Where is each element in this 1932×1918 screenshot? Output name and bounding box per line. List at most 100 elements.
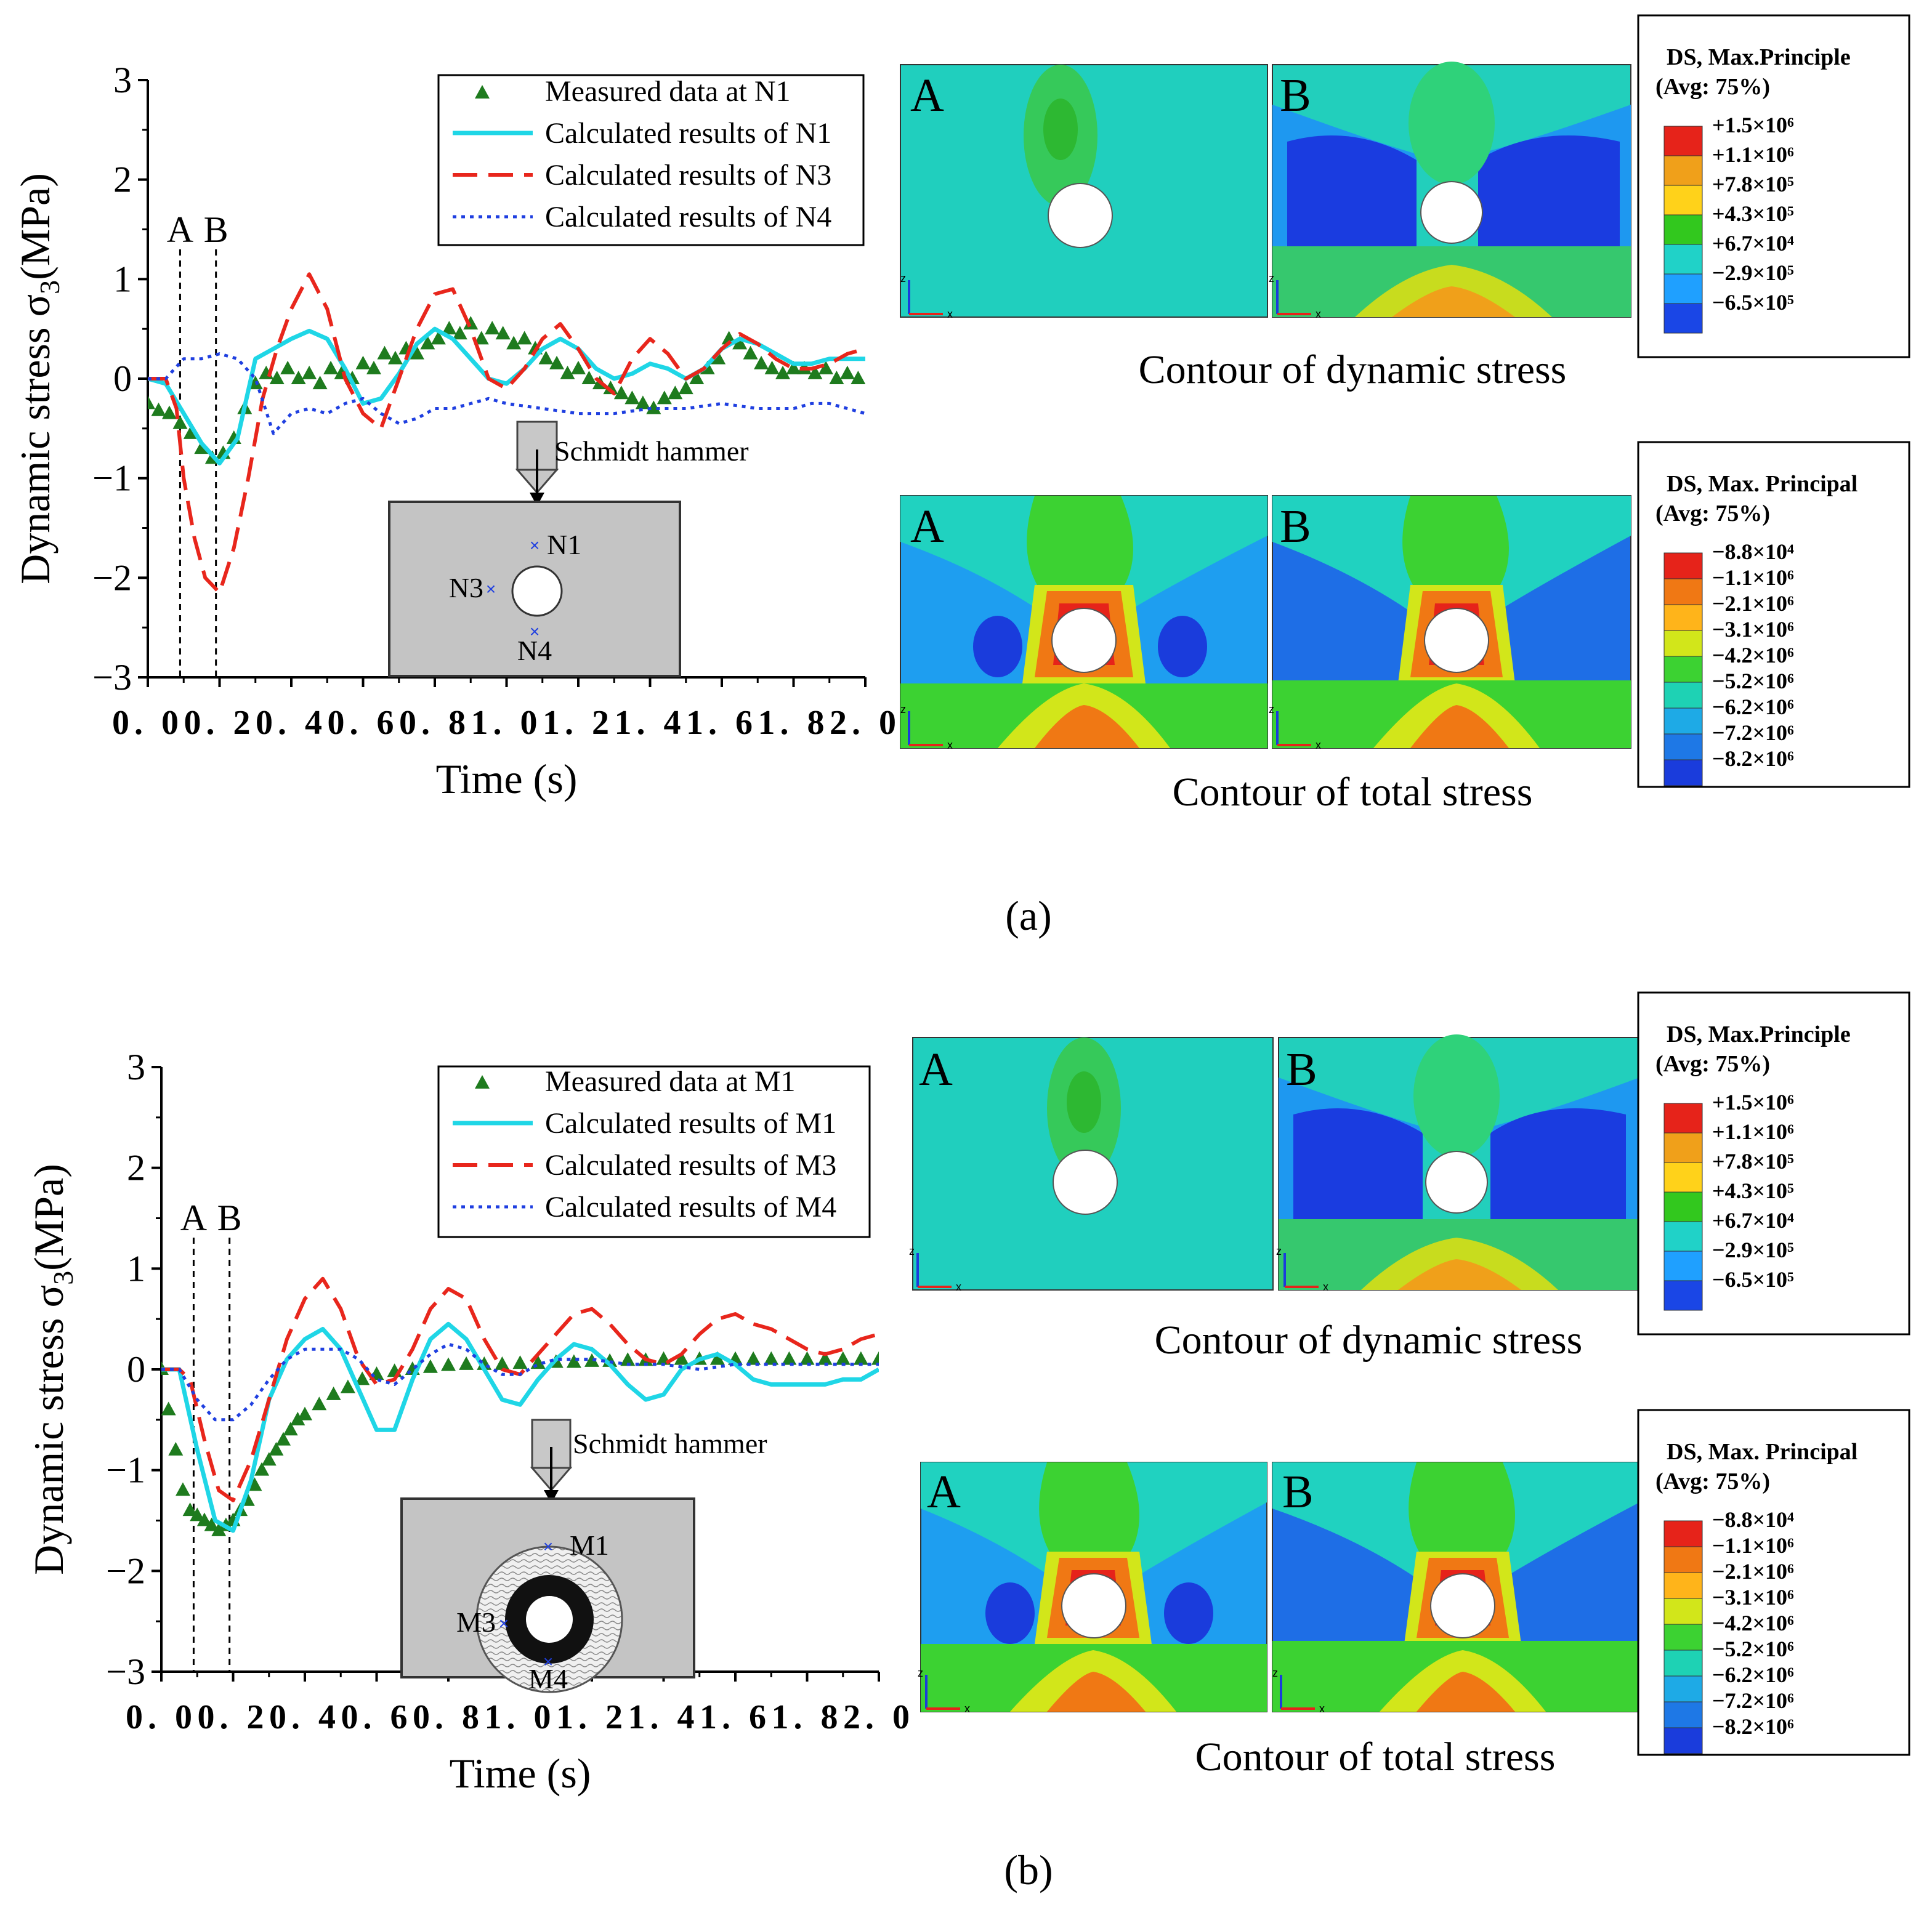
chart-b-ytick-label: −3 — [106, 1651, 145, 1692]
contour-a-dyn-legend-swatch — [1663, 214, 1703, 245]
contour-b-dyn-letter-B: B — [1286, 1044, 1317, 1095]
chart-b-series-0-point — [312, 1396, 327, 1411]
contour-b-total-A — [920, 1462, 1267, 1712]
chart-b-series-0-point — [196, 1512, 212, 1526]
chart-a-series-0-point — [829, 371, 844, 384]
chart-a-series-0-point — [409, 345, 424, 360]
chart-b-series-0-point — [422, 1359, 438, 1373]
contour-a-total-legend-swatch — [1663, 604, 1703, 631]
contour-b-total-legend-swatch — [1663, 1727, 1703, 1754]
chart-a-series-0-point — [764, 360, 780, 374]
contour-a-dyn-legend: DS, Max.Principle (Avg: 75%) +1.5×10⁶ +1.1×… — [1637, 14, 1910, 358]
chart-b-xtick-label: 2. 0 — [843, 1698, 911, 1736]
contour-b-total-legend-level: −8.2×10⁶ — [1712, 1714, 1794, 1739]
chart-b-inset-point-marker: × — [543, 1652, 553, 1671]
chart-b-marker-label-A: A — [180, 1198, 207, 1238]
contour-a-total-letter-A: A — [910, 501, 944, 552]
chart-a-series-0-point — [148, 395, 155, 409]
contour-a-dyn-legend-level: −6.5×10⁵ — [1712, 290, 1794, 315]
chart-a-series-0-point — [818, 360, 833, 374]
contour-b-total-legend-swatch — [1663, 1650, 1703, 1677]
chart-b-series-0-point — [441, 1357, 456, 1371]
chart-b-legend-label: Measured data at M1 — [545, 1065, 796, 1098]
contour-a-total-legend-subtitle: (Avg: 75%) — [1655, 501, 1770, 526]
contour-b-dyn-legend: DS, Max.Principle (Avg: 75%) +1.5×10⁶ +1.1×… — [1637, 991, 1910, 1336]
chart-a-series-0-point — [775, 365, 791, 379]
chart-b-ytick-label: −1 — [106, 1450, 145, 1491]
chart-a-series-0-point — [302, 365, 317, 379]
contour-a-total-letter-B: B — [1280, 501, 1311, 552]
contour-b-dyn-legend-swatch — [1663, 1162, 1703, 1193]
contour-b-total-legend-level: −8.8×10⁴ — [1712, 1507, 1794, 1532]
chart-b-series-0-point — [817, 1351, 833, 1365]
chart-a-inset-point-marker: × — [486, 579, 496, 598]
contour-b-dyn-legend-title: DS, Max.Principle — [1667, 1021, 1851, 1047]
contour-b-dyn-legend-level: +6.7×10⁴ — [1712, 1208, 1794, 1233]
chart-b-series-0-point — [853, 1351, 868, 1365]
chart-a-legend: Measured data at N1 Calculated results of… — [437, 74, 865, 246]
contour-b-dyn-B-axes-z-label: z — [1276, 1245, 1282, 1257]
chart-b-series-0-point — [175, 1482, 190, 1496]
contour-b-total-caption: Contour of total stress — [1195, 1735, 1556, 1779]
chart-b-inset-point-marker: × — [543, 1537, 553, 1556]
chart-a-series-0-point — [571, 360, 586, 374]
chart-a-ytick-label: −2 — [92, 557, 132, 598]
contour-b-total-legend-swatch — [1663, 1675, 1703, 1702]
chart-a-inset-point-label: N3 — [449, 572, 483, 603]
chart-a-series-0-point — [668, 385, 683, 400]
contour-a-dyn-legend-swatch — [1663, 244, 1703, 275]
chart-b-inset: Schmidt hammer× M1×M3×M4 — [400, 1419, 767, 1694]
chart-a-series-0-point — [172, 415, 188, 429]
contour-b-dyn-legend-swatch — [1663, 1103, 1703, 1134]
contour-a-total-B-axes-z-label: z — [1269, 703, 1274, 715]
chart-b-x-axis-title: Time (s) — [450, 1750, 591, 1797]
chart-a-legend-label: Calculated results of N1 — [545, 117, 831, 150]
chart-b-inset-point-label: M3 — [456, 1606, 496, 1638]
contour-a-total-legend-swatch — [1663, 552, 1703, 579]
contour-a-dyn-legend-level: +1.5×10⁶ — [1712, 113, 1794, 137]
contour-a-dyn-letter-B: B — [1280, 70, 1311, 121]
contour-b-total-legend-level: −2.1×10⁶ — [1712, 1559, 1794, 1584]
chart-a-inset-point-marker: × — [530, 536, 540, 555]
chart-b-xtick-label: 1. 2 — [556, 1698, 628, 1736]
contour-a-total-A — [900, 495, 1268, 749]
chart-b-xtick-label: 0. 6 — [341, 1698, 413, 1736]
contour-a-total-B-axes-x-label: x — [1316, 739, 1321, 751]
contour-b-dyn-B — [1278, 1034, 1640, 1291]
contour-b-dyn-A-axes: zx — [909, 1245, 961, 1293]
chart-b-series-0-point — [168, 1441, 184, 1456]
chart-b-series-2-line — [161, 1276, 879, 1502]
contour-a-total-legend-level: −5.2×10⁶ — [1712, 669, 1794, 693]
contour-a-dyn-B-axes-z-label: z — [1269, 272, 1274, 284]
chart-b-series-0-point — [459, 1356, 474, 1370]
chart-b-series-0-point — [355, 1371, 370, 1385]
chart-a-ytick-label: −1 — [92, 458, 132, 499]
contour-a-dyn-B-axes: zx — [1269, 272, 1321, 320]
chart-b-inset-point-label: M4 — [528, 1663, 568, 1694]
chart-a-series-0-point — [387, 350, 403, 365]
chart-b-series-0-point — [269, 1441, 284, 1456]
chart-b-series-0-point — [247, 1477, 262, 1491]
chart-a-legend-label: Calculated results of N3 — [545, 159, 831, 191]
chart-a-series-0-point — [635, 395, 650, 409]
chart-b-series-0-point — [674, 1351, 689, 1365]
chart-a-series-0-point — [624, 390, 640, 405]
contour-a-total-B — [1272, 495, 1631, 749]
chart-b-xtick-label: 1. 0 — [485, 1698, 556, 1736]
contour-b-dyn-legend-swatch — [1663, 1251, 1703, 1281]
contour-a-total-legend-level: −1.1×10⁶ — [1712, 565, 1794, 590]
contour-b-total-legend-swatch — [1663, 1624, 1703, 1651]
contour-b-total-A-axes-z-label: z — [918, 1667, 923, 1679]
chart-a-marker-label-A: A — [167, 209, 193, 250]
chart-a-ytick-label: −3 — [92, 657, 132, 698]
chart-a-series-0-point — [689, 371, 705, 384]
chart-a-series-0-point — [646, 400, 661, 414]
chart-b-series-0-point — [254, 1462, 270, 1476]
sublabel-b: (b) — [1004, 1847, 1053, 1893]
chart-b-series-0-point — [835, 1351, 851, 1365]
chart-a-series-group — [148, 272, 865, 595]
contour-b-dyn-legend-level: +1.5×10⁶ — [1712, 1090, 1794, 1114]
